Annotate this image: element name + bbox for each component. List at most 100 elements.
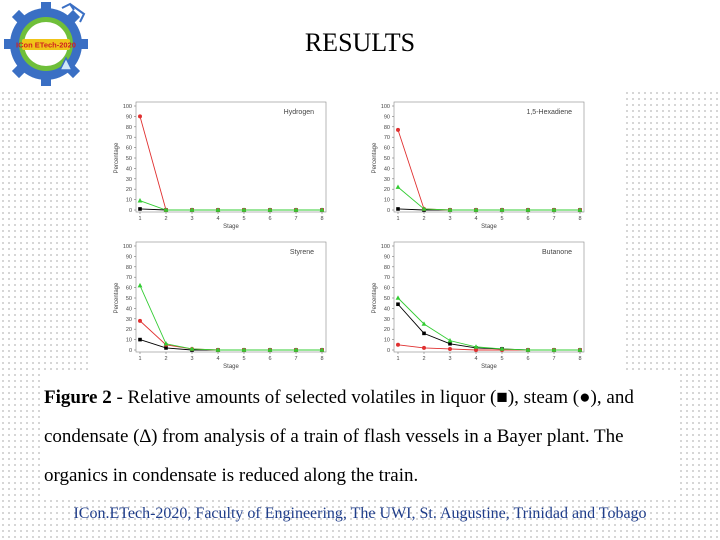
data-point-condensate <box>319 207 325 212</box>
x-axis-label: Stage <box>223 364 239 370</box>
y-tick-label: 0 <box>129 208 132 214</box>
data-point-steam <box>422 345 426 350</box>
y-tick-label: 50 <box>126 156 132 162</box>
data-point-liquor <box>422 331 426 336</box>
x-tick-label: 3 <box>448 356 451 362</box>
chart-2: 0 10 20 30 40 50 60 70 80 90 100 1 2 3 4 5 6 7 8 Stage Perce… <box>114 241 327 370</box>
x-tick-label: 4 <box>216 216 219 222</box>
data-point-condensate <box>267 207 273 212</box>
y-tick-label: 90 <box>384 254 390 260</box>
data-point-steam <box>138 318 142 323</box>
y-tick-label: 10 <box>384 338 390 344</box>
y-tick-label: 100 <box>381 104 390 110</box>
data-point-condensate <box>241 207 247 212</box>
x-tick-label: 6 <box>268 356 271 362</box>
y-tick-label: 70 <box>384 135 390 141</box>
data-point-liquor <box>396 302 400 307</box>
data-point-condensate <box>293 207 299 212</box>
chart-title: Butanone <box>542 249 572 256</box>
data-point-liquor <box>448 341 452 346</box>
y-tick-label: 60 <box>126 146 132 152</box>
x-tick-label: 6 <box>268 216 271 222</box>
figure-2-charts: 0 10 20 30 40 50 60 70 80 90 100 1 2 3 4 5 6 7 8 Stage Perce… <box>114 101 585 370</box>
flask-icon <box>58 56 74 71</box>
x-tick-label: 1 <box>396 356 399 362</box>
y-tick-label: 40 <box>384 306 390 312</box>
y-tick-label: 60 <box>384 146 390 152</box>
y-axis-label: Percentage <box>114 142 120 173</box>
x-tick-label: 5 <box>242 216 245 222</box>
x-tick-label: 3 <box>190 216 193 222</box>
x-tick-label: 2 <box>422 356 425 362</box>
series-line-condensate <box>397 186 580 211</box>
chart-title: Hydrogen <box>284 109 314 116</box>
data-point-steam <box>474 348 478 352</box>
data-point-condensate <box>267 347 273 352</box>
x-axis-label: Stage <box>481 364 497 370</box>
y-tick-label: 100 <box>123 244 132 250</box>
x-tick-label: 7 <box>294 356 297 362</box>
y-tick-label: 10 <box>384 198 390 204</box>
y-tick-label: 70 <box>126 135 132 141</box>
x-tick-label: 3 <box>448 216 451 222</box>
series-line-condensate <box>139 285 322 351</box>
data-point-condensate <box>499 207 505 212</box>
y-axis-label: Percentage <box>372 282 378 313</box>
x-tick-label: 7 <box>294 216 297 222</box>
y-tick-label: 90 <box>384 114 390 120</box>
y-tick-label: 30 <box>384 177 390 183</box>
y-tick-label: 40 <box>384 166 390 172</box>
x-axis-label: Stage <box>481 224 497 230</box>
y-tick-label: 30 <box>126 317 132 323</box>
data-point-condensate <box>421 321 427 326</box>
y-tick-label: 60 <box>384 286 390 292</box>
y-tick-label: 20 <box>126 327 132 333</box>
y-tick-label: 10 <box>126 198 132 204</box>
y-tick-label: 30 <box>384 317 390 323</box>
x-tick-label: 4 <box>216 356 219 362</box>
title-band <box>0 0 720 90</box>
data-point-condensate <box>577 207 583 212</box>
y-tick-label: 10 <box>126 338 132 344</box>
plot-frame <box>135 101 327 213</box>
y-tick-label: 50 <box>384 296 390 302</box>
chart-1: 0 10 20 30 40 50 60 70 80 90 100 1 2 3 4 5 6 7 8 Stage Perce… <box>372 101 585 230</box>
data-point-steam <box>448 346 452 351</box>
data-point-liquor <box>396 207 400 211</box>
y-tick-label: 60 <box>126 286 132 292</box>
data-point-condensate <box>447 207 453 212</box>
x-tick-label: 8 <box>320 356 323 362</box>
data-point-condensate <box>137 198 143 203</box>
y-tick-label: 40 <box>126 306 132 312</box>
data-point-condensate <box>293 347 299 352</box>
data-point-condensate <box>137 282 143 288</box>
caption-figure-label: Figure 2 <box>44 387 112 408</box>
y-tick-label: 100 <box>381 244 390 250</box>
data-point-condensate <box>499 346 505 351</box>
y-axis-label: Percentage <box>372 142 378 173</box>
x-tick-label: 5 <box>242 356 245 362</box>
y-tick-label: 80 <box>384 125 390 131</box>
caption-text: - Relative amounts of selected volatiles… <box>44 387 634 486</box>
y-tick-label: 80 <box>126 265 132 271</box>
molecule-icon <box>61 2 86 23</box>
x-tick-label: 1 <box>138 356 141 362</box>
y-tick-label: 40 <box>126 166 132 172</box>
data-point-condensate <box>395 295 401 300</box>
figure-panel: 0 10 20 30 40 50 60 70 80 90 100 1 2 3 4 5 6 7 8 Stage Perce… <box>88 90 622 370</box>
x-tick-label: 2 <box>164 216 167 222</box>
data-point-condensate <box>551 347 557 352</box>
data-point-condensate <box>189 207 195 212</box>
x-tick-label: 2 <box>164 356 167 362</box>
chart-title: Styrene <box>290 249 314 256</box>
data-point-liquor <box>138 207 142 211</box>
x-tick-label: 8 <box>578 356 581 362</box>
data-point-condensate <box>473 344 479 349</box>
x-tick-label: 8 <box>578 216 581 222</box>
y-tick-label: 80 <box>126 125 132 131</box>
data-point-condensate <box>189 346 195 351</box>
chart-title: 1,5-Hexadiene <box>526 109 572 116</box>
caption-box <box>40 372 680 500</box>
y-tick-label: 90 <box>126 114 132 120</box>
data-point-condensate <box>421 206 427 211</box>
